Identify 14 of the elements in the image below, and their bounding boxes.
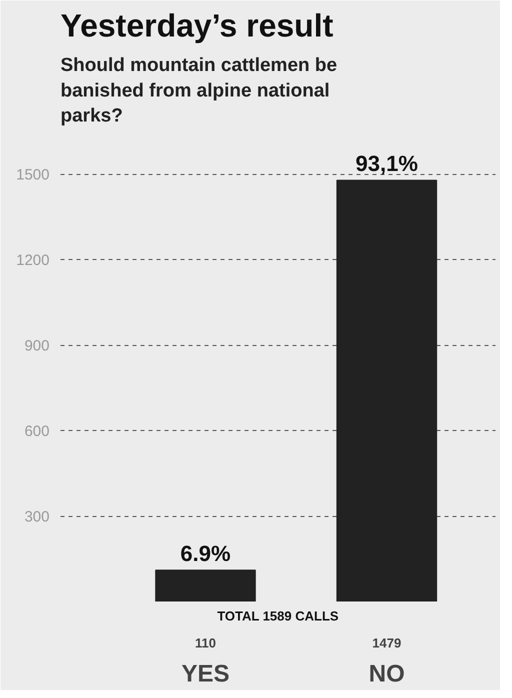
x-tick-label: NO [368, 660, 405, 688]
data-label: 1479 [372, 636, 402, 650]
y-tick-label: 1500 [16, 166, 50, 184]
chart-title: Yesterday’s result [60, 8, 334, 44]
y-tick-label: 900 [24, 338, 50, 355]
y-tick-label: 300 [24, 508, 50, 526]
y-tick-label: 1200 [16, 252, 50, 270]
x-tick-label: YES [181, 660, 230, 688]
data-label: 110 [195, 636, 216, 650]
annotation: 93,1% [356, 151, 418, 176]
chart-subtitle: Should mountain cattlemen be banished from alpine national parks? [60, 55, 338, 126]
text: TOTAL 1589 CALLS [217, 608, 339, 624]
y-tick-label: 600 [24, 423, 50, 440]
annotation: 6.9% [180, 541, 231, 566]
